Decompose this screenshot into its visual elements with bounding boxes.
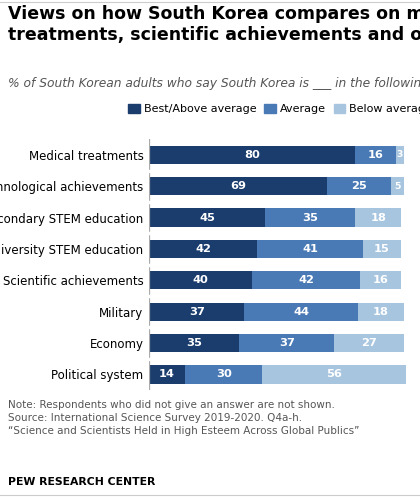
Bar — [149, 177, 327, 195]
Text: Views on how South Korea compares on medical
treatments, scientific achievements: Views on how South Korea compares on med… — [8, 5, 420, 44]
Bar — [357, 303, 404, 321]
Bar — [334, 334, 404, 352]
Bar — [149, 271, 252, 289]
Bar — [244, 303, 357, 321]
Text: 18: 18 — [373, 307, 388, 317]
Text: PEW RESEARCH CENTER: PEW RESEARCH CENTER — [8, 477, 156, 487]
Bar — [391, 177, 404, 195]
Bar — [149, 334, 239, 352]
Text: 25: 25 — [351, 181, 367, 191]
Text: 42: 42 — [298, 275, 314, 285]
Bar — [185, 365, 262, 384]
Bar — [265, 209, 355, 227]
Bar — [360, 271, 401, 289]
Text: 18: 18 — [370, 213, 386, 223]
Text: 27: 27 — [361, 338, 377, 348]
Text: 37: 37 — [279, 338, 295, 348]
Text: 35: 35 — [302, 213, 318, 223]
Text: 80: 80 — [244, 150, 260, 160]
Text: 5: 5 — [394, 182, 401, 191]
Bar — [149, 365, 185, 384]
Bar — [327, 177, 391, 195]
Bar — [363, 240, 401, 258]
Text: 14: 14 — [159, 369, 175, 379]
Text: 30: 30 — [216, 369, 232, 379]
Text: 37: 37 — [189, 307, 205, 317]
Bar — [149, 303, 244, 321]
Text: 35: 35 — [186, 338, 202, 348]
Text: 40: 40 — [193, 275, 208, 285]
Text: 42: 42 — [195, 244, 211, 254]
Text: 3: 3 — [397, 151, 403, 160]
Bar — [262, 365, 407, 384]
Text: 69: 69 — [230, 181, 246, 191]
Text: 16: 16 — [368, 150, 383, 160]
Text: 16: 16 — [373, 275, 388, 285]
Bar — [149, 146, 355, 164]
Text: 15: 15 — [374, 244, 390, 254]
Bar — [396, 146, 404, 164]
Bar — [355, 146, 396, 164]
Text: 44: 44 — [293, 307, 309, 317]
Legend: Best/Above average, Average, Below average: Best/Above average, Average, Below avera… — [124, 99, 420, 119]
Text: Note: Respondents who did not give an answer are not shown.
Source: Internationa: Note: Respondents who did not give an an… — [8, 400, 360, 436]
Bar — [149, 209, 265, 227]
Bar — [355, 209, 401, 227]
Text: 56: 56 — [326, 369, 342, 379]
Bar — [239, 334, 334, 352]
Text: 41: 41 — [302, 244, 318, 254]
Bar — [149, 240, 257, 258]
Text: % of South Korean adults who say South Korea is ___ in the following areas: % of South Korean adults who say South K… — [8, 77, 420, 90]
Text: 45: 45 — [199, 213, 215, 223]
Bar — [252, 271, 360, 289]
Bar — [257, 240, 363, 258]
